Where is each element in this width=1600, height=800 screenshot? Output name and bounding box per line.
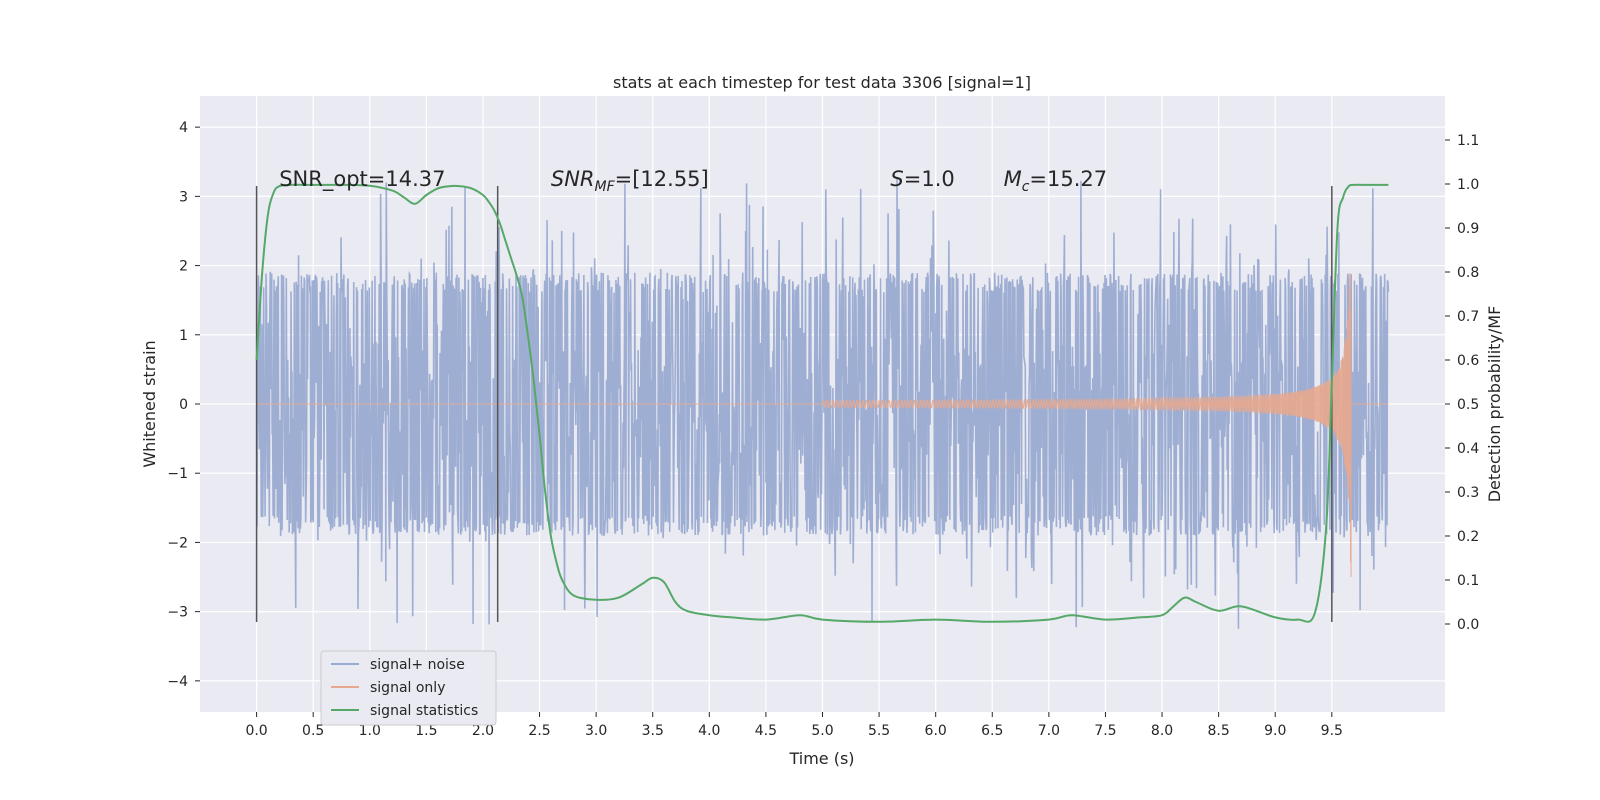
y-tick-label: 2: [179, 259, 188, 275]
y-tick-label: 0: [179, 397, 188, 413]
legend-label-noise: signal+ noise: [370, 657, 465, 673]
legend-label-signal: signal only: [370, 680, 445, 696]
annotation: SNR_opt=14.37: [279, 167, 445, 192]
x-tick-label: 9.0: [1264, 723, 1286, 739]
y-tick-label: −1: [167, 466, 188, 482]
signal-only-series: [256, 273, 1389, 578]
annotation: SNRMF=[12.55]: [551, 167, 709, 195]
y2-axis-label: Detection probability/MF: [1485, 306, 1504, 503]
signal-noise-series: [255, 177, 1390, 629]
x-tick-label: 3.0: [585, 723, 607, 739]
x-tick-label: 5.5: [868, 723, 890, 739]
y-tick-label: −4: [167, 674, 188, 690]
legend: signal+ noise signal only signal statist…: [320, 650, 497, 726]
x-tick-label: 0.5: [302, 723, 324, 739]
y2-tick-label: 0.3: [1457, 485, 1479, 501]
y-axis-label: Whitened strain: [140, 340, 159, 467]
x-tick-label: 6.5: [981, 723, 1003, 739]
signal-statistics-series: [255, 183, 1389, 623]
annotations: SNR_opt=14.37 SNRMF=[12.55] S=1.0 Mc=15.27: [279, 167, 1107, 195]
legend-label-stats: signal statistics: [370, 703, 478, 719]
y2-tick-label: 1.1: [1457, 133, 1479, 149]
x-tick-label: 4.0: [698, 723, 720, 739]
y2-tick-label: 1.0: [1457, 177, 1479, 193]
y-tick-label: 3: [179, 189, 188, 205]
x-axis-label: Time (s): [788, 749, 854, 768]
x-tick-label: 4.5: [755, 723, 777, 739]
x-tick-label: 5.0: [811, 723, 833, 739]
y2-tick-label: 0.5: [1457, 397, 1479, 413]
x-axis-ticks: 0.0 0.5 1.0 1.5 2.0 2.5 3.0 3.5 4.0 4.5 5.0 5.5 6.0 6…: [245, 712, 1343, 739]
y2-tick-label: 0.8: [1457, 265, 1479, 281]
chart-title: stats at each timestep for test data 330…: [613, 73, 1031, 92]
x-tick-label: 8.5: [1208, 723, 1230, 739]
x-tick-label: 7.5: [1094, 723, 1116, 739]
y2-tick-label: 0.9: [1457, 221, 1479, 237]
x-tick-label: 1.5: [415, 723, 437, 739]
y-tick-label: 4: [179, 120, 188, 136]
y2-tick-label: 0.1: [1457, 573, 1479, 589]
noise-line: [255, 177, 1390, 629]
y-tick-label: −2: [167, 535, 188, 551]
signal-line: [256, 273, 1389, 578]
x-tick-label: 7.0: [1038, 723, 1060, 739]
x-tick-label: 6.0: [925, 723, 947, 739]
x-tick-label: 8.0: [1151, 723, 1173, 739]
y2-tick-label: 0.4: [1457, 441, 1479, 457]
x-tick-label: 0.0: [245, 723, 267, 739]
stats-line: [255, 183, 1389, 623]
y2-axis-ticks: 0.0 0.1 0.2 0.3 0.4 0.5 0.6 0.7 0.8 0.9 1.0 1.1: [1445, 133, 1479, 633]
annotation: Mc=15.27: [1004, 167, 1108, 195]
y2-tick-label: 0.0: [1457, 617, 1479, 633]
annotation: S=1.0: [890, 167, 954, 191]
y-tick-label: 1: [179, 328, 188, 344]
x-tick-label: 1.0: [359, 723, 381, 739]
legend-box: [320, 650, 497, 726]
y2-tick-label: 0.2: [1457, 529, 1479, 545]
y2-tick-label: 0.7: [1457, 309, 1479, 325]
x-tick-label: 9.5: [1321, 723, 1343, 739]
y-axis-ticks: −4 −3 −2 −1 0 1 2 3 4: [167, 120, 200, 690]
x-tick-label: 2.5: [528, 723, 550, 739]
x-tick-label: 3.5: [642, 723, 664, 739]
y-tick-label: −3: [167, 605, 188, 621]
y2-tick-label: 0.6: [1457, 353, 1479, 369]
x-tick-label: 2.0: [472, 723, 494, 739]
